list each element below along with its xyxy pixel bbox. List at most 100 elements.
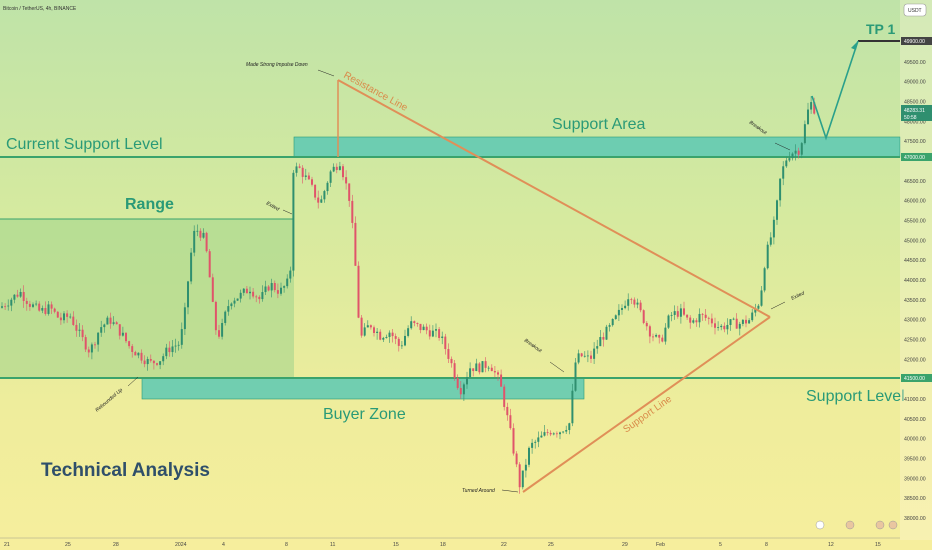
candle-body — [469, 368, 472, 378]
candle-body — [196, 230, 199, 232]
candle-body — [546, 432, 549, 433]
candle-body — [487, 367, 490, 369]
candle-body — [379, 331, 382, 340]
candle-body — [143, 360, 146, 365]
candle-body — [397, 338, 400, 346]
x-tick-label: 18 — [440, 542, 446, 548]
candle-body — [673, 311, 676, 315]
candle-body — [698, 313, 701, 323]
breakout-left-annotation: Breakout — [523, 338, 543, 355]
candle-body — [360, 317, 363, 336]
turned-around-arrow — [501, 489, 519, 493]
candle-body — [41, 308, 44, 311]
candle-body — [366, 325, 369, 328]
candle-body — [4, 306, 7, 308]
candle-body — [100, 327, 103, 333]
x-tick-label: 12 — [828, 542, 834, 548]
candle-body — [391, 332, 394, 337]
candle-body — [87, 349, 90, 353]
flag-icon-3[interactable] — [888, 520, 898, 530]
candle-body — [679, 308, 682, 317]
technical-analysis-label: Technical Analysis — [41, 460, 210, 481]
candle-body — [208, 251, 211, 278]
flag-icon-2[interactable] — [875, 520, 885, 530]
resistance-price-tag — [901, 153, 932, 161]
candle-body — [118, 324, 121, 336]
candle-body — [174, 345, 177, 347]
y-tick-label: 49000.00 — [904, 80, 926, 86]
y-tick-label: 40500.00 — [904, 417, 926, 423]
candle-body — [667, 315, 670, 328]
candle-body — [686, 314, 689, 318]
candle-body — [441, 336, 444, 338]
resistance-price-text: 47000.00 — [904, 155, 925, 161]
candle-body — [754, 308, 757, 313]
candle-body — [109, 317, 112, 324]
breakout-left-arrow — [549, 361, 565, 373]
currency-button[interactable] — [903, 3, 927, 17]
candle-body — [608, 325, 611, 327]
candle-body — [165, 347, 168, 357]
candle-body — [249, 291, 251, 294]
flag-icon-1[interactable] — [845, 520, 855, 530]
candle-body — [577, 353, 580, 363]
candle-body — [710, 318, 713, 324]
candle-body — [345, 177, 348, 184]
candle-body — [506, 406, 509, 416]
candle-body — [537, 437, 540, 442]
candle-body — [146, 359, 149, 365]
candle-body — [453, 363, 456, 379]
candle-body — [410, 321, 413, 329]
candle-body — [614, 315, 617, 319]
candle-body — [490, 367, 493, 372]
candle-body — [549, 432, 552, 435]
candle-body — [363, 327, 366, 336]
candle-body — [769, 237, 772, 245]
candle-body — [435, 329, 437, 331]
candle-body — [69, 316, 72, 318]
candle-body — [543, 432, 546, 436]
candle-body — [794, 150, 797, 154]
candle-body — [75, 324, 78, 331]
candle-body — [125, 332, 127, 342]
time-axis[interactable]: 21 25 28 2024 4 8 11 15 18 22 25 29 Feb 5 8 12 15 — [4, 542, 881, 548]
candle-body — [193, 230, 196, 253]
candle-body — [462, 384, 465, 395]
candle-body — [270, 283, 273, 291]
candle-body — [183, 307, 186, 330]
candle-body — [236, 298, 239, 301]
candle-body — [394, 336, 397, 339]
candle-body — [320, 199, 323, 203]
tp1-price-tag — [901, 37, 932, 45]
candle-body — [245, 288, 248, 294]
candle-body — [35, 303, 38, 305]
event-icon-1[interactable] — [815, 520, 825, 530]
price-axis[interactable]: 50000.0049500.0049000.0048500.0048000.00… — [904, 40, 926, 522]
candle-body — [314, 184, 317, 198]
candle-body — [156, 363, 158, 365]
y-tick-label: 39000.00 — [904, 476, 926, 482]
candle-body — [10, 299, 13, 306]
candle-body — [329, 171, 332, 183]
y-tick-label: 47500.00 — [904, 139, 926, 145]
candle-body — [301, 167, 304, 177]
candle-body — [518, 464, 521, 488]
candle-body — [732, 318, 735, 320]
resistance-trendline — [337, 79, 771, 318]
candle-body — [416, 322, 419, 324]
candle-body — [707, 317, 710, 319]
candle-body — [664, 327, 667, 342]
support-price-tag — [901, 374, 932, 382]
candle-body — [528, 447, 530, 465]
candle-body — [596, 346, 599, 349]
candle-body — [267, 286, 270, 291]
support-line-label: Support Line — [621, 393, 674, 435]
candle-body — [803, 124, 806, 144]
candle-body — [627, 299, 630, 306]
candle-body — [25, 300, 28, 304]
candle-body — [53, 308, 56, 312]
candle-body — [304, 175, 307, 177]
candle-body — [531, 442, 534, 448]
candle-body — [593, 348, 596, 359]
